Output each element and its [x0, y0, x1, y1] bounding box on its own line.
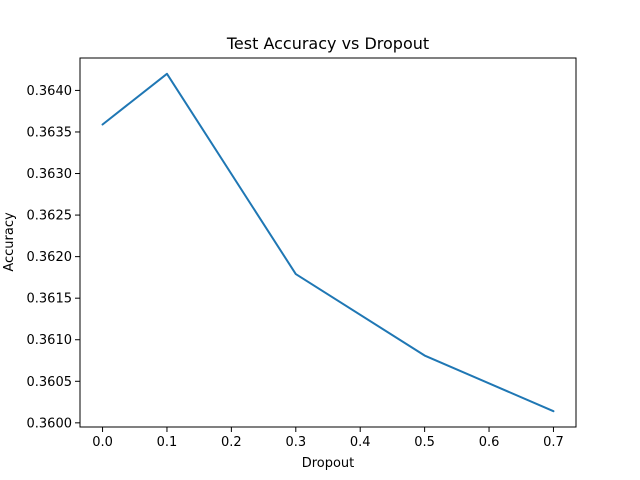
y-tick-label: 0.3605: [27, 375, 73, 390]
y-tick-label: 0.3615: [27, 292, 73, 307]
y-axis-label: Accuracy: [2, 212, 17, 272]
y-tick-label: 0.3630: [27, 167, 73, 182]
plot-area-frame: [79, 57, 577, 428]
x-axis-label: Dropout: [302, 456, 355, 471]
y-tick-label: 0.3600: [27, 416, 73, 431]
y-tick-label: 0.3610: [27, 333, 73, 348]
y-tick-label: 0.3620: [27, 250, 73, 265]
y-tick-label: 0.3635: [27, 125, 73, 140]
y-tick-label: 0.3625: [27, 209, 73, 224]
x-tick-label: 0.5: [414, 435, 435, 450]
x-tick-label: 0.6: [479, 435, 500, 450]
series-line: [101, 72, 555, 413]
x-tick-label: 0.3: [285, 435, 306, 450]
x-tick-label: 0.7: [543, 435, 564, 450]
x-tick-label: 0.0: [92, 435, 113, 450]
y-tick-label: 0.3640: [27, 84, 73, 99]
chart-title: Test Accuracy vs Dropout: [226, 34, 429, 53]
x-tick-label: 0.4: [350, 435, 371, 450]
x-axis-ticks: 0.0 0.1 0.2 0.3 0.4 0.5 0.6 0.7: [92, 427, 564, 450]
x-tick-label: 0.1: [157, 435, 178, 450]
x-tick-label: 0.2: [221, 435, 242, 450]
y-axis-ticks: 0.3600 0.3605 0.3610 0.3615 0.3620 0.3625 0.36…: [27, 84, 80, 431]
